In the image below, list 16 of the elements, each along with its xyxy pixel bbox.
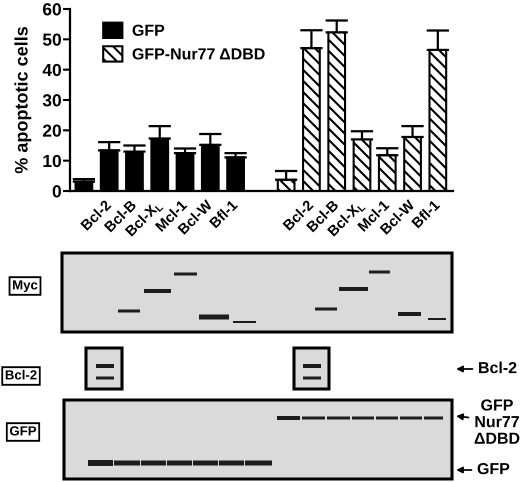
y-tick-label: 60 [42,3,61,16]
legend-label: GFP [132,24,164,36]
y-tick-label: 50 [42,34,61,46]
text: GFP [478,462,510,474]
y-axis-title: % apoptotic cells [14,26,32,174]
y-tick-label: 40 [42,64,61,76]
text: Myc [13,280,38,292]
text: GFP [10,426,36,436]
y-tick-label: 20 [42,124,61,137]
legend-label: GFP-Nur77 ΔDBD [132,48,265,60]
text: Bcl-2 [6,370,37,380]
y-tick-label: 0 [52,185,61,198]
y-tick-label: 30 [42,94,61,106]
text: Bcl-2 [479,362,516,374]
y-tick-label: 10 [43,154,61,168]
text: GFP Nur77 ΔDBD [474,399,520,444]
